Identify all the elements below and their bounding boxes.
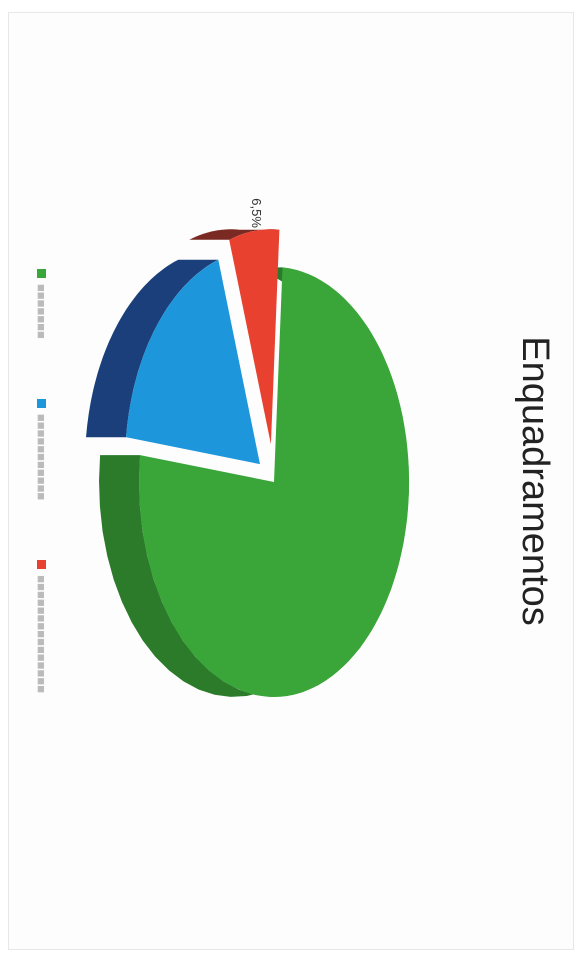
legend-item-blue: ■■■■■■■■■■■ bbox=[34, 398, 49, 501]
legend-swatch-green bbox=[37, 268, 46, 278]
slice-data-label: 6,5% bbox=[249, 198, 264, 228]
pie-slice-side-2 bbox=[189, 229, 280, 240]
legend-swatch-blue bbox=[37, 398, 46, 408]
legend-swatch-red bbox=[37, 560, 46, 570]
pie-slice-1 bbox=[126, 259, 260, 465]
chart-container: Enquadramentos 6,5% ■■■■■■■ ■■■■■■■■■■■ … bbox=[8, 12, 574, 950]
pie-slice-2 bbox=[229, 229, 280, 445]
legend-label-blue: ■■■■■■■■■■■ bbox=[34, 413, 49, 501]
legend-label-red: ■■■■■■■■■■■■■■■ bbox=[34, 575, 49, 694]
chart-legend: ■■■■■■■ ■■■■■■■■■■■ ■■■■■■■■■■■■■■■ bbox=[34, 12, 49, 950]
legend-item-green: ■■■■■■■ bbox=[34, 268, 49, 339]
pie-slice-side-1 bbox=[86, 259, 219, 438]
pie-slice-0 bbox=[139, 267, 410, 697]
legend-item-red: ■■■■■■■■■■■■■■■ bbox=[34, 560, 49, 693]
pie-chart: 6,5% bbox=[86, 198, 410, 697]
legend-label-green: ■■■■■■■ bbox=[34, 283, 49, 339]
